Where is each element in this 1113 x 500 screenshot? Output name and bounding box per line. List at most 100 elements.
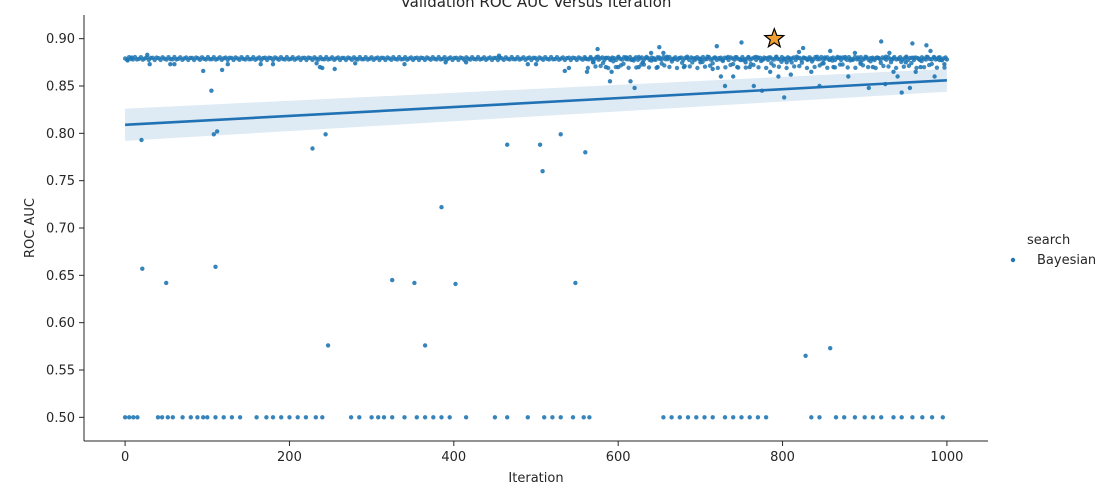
scatter-point <box>463 60 469 65</box>
scatter-point <box>323 132 328 137</box>
scatter-point-band <box>899 59 904 65</box>
scatter-point-band <box>692 56 698 61</box>
scatter-point <box>254 415 259 420</box>
scatter-point <box>147 61 152 67</box>
scatter-point <box>550 415 555 420</box>
legend: search Bayesian <box>1010 233 1096 268</box>
scatter-point-band <box>845 65 850 70</box>
chart-title: Validation ROC AUC Versus Iteration <box>401 0 672 11</box>
scatter-point <box>566 65 572 71</box>
scatter-point <box>698 60 703 65</box>
scatter-point-band <box>881 63 886 69</box>
y-tick-label: 0.80 <box>46 127 75 142</box>
scatter-point <box>879 415 884 420</box>
scatter-point <box>270 415 276 420</box>
scatter-point-band <box>934 65 940 70</box>
scatter-point <box>913 69 918 75</box>
scatter-point-band <box>766 55 771 60</box>
scatter-point <box>431 415 436 420</box>
scatter-point <box>155 415 161 420</box>
scatter-point <box>731 415 736 420</box>
scatter-point <box>866 85 871 91</box>
x-tick-label: 800 <box>770 450 795 465</box>
scatter-point <box>722 415 728 420</box>
scatter-point <box>616 64 621 70</box>
scatter-point <box>505 142 510 147</box>
scatter-point-band <box>781 56 787 61</box>
scatter-point-band <box>651 57 657 62</box>
scatter-point <box>353 61 358 66</box>
scatter-point <box>887 50 892 56</box>
scatter-point <box>570 415 576 420</box>
scatter-point <box>603 64 609 70</box>
scatter-point-band <box>705 54 710 59</box>
scatter-point-band <box>853 65 858 71</box>
scatter-point <box>833 415 839 420</box>
scatter-point <box>165 415 170 420</box>
scatter-point-band <box>814 54 820 59</box>
scatter-point <box>743 60 748 65</box>
x-axis-label: Iteration <box>508 471 563 486</box>
scatter-point-band <box>774 54 779 59</box>
scatter-point <box>390 415 395 420</box>
scatter-point-band <box>687 64 692 69</box>
regression-line <box>125 79 947 127</box>
scatter-point <box>665 55 670 60</box>
scatter-point <box>852 50 858 56</box>
scatter-point <box>533 61 539 67</box>
scatter-point <box>735 64 740 70</box>
scatter-point <box>122 415 128 420</box>
scatter-point-band <box>843 54 848 60</box>
scatter-point <box>910 415 915 420</box>
scatter-point <box>817 415 822 420</box>
scatter-point-band <box>888 60 894 65</box>
scatter-point <box>314 61 319 66</box>
best-point-star-icon <box>763 26 786 49</box>
scatter-point <box>505 415 510 420</box>
scatter-point-band <box>863 54 868 59</box>
scatter-point-band <box>646 65 652 70</box>
scatter-point-band <box>886 64 891 69</box>
scatter-point <box>325 343 331 348</box>
scatter-point <box>439 205 444 210</box>
scatter-point <box>587 415 592 420</box>
x-tick-label: 600 <box>606 450 631 465</box>
scatter-point <box>862 415 867 420</box>
scatter-point-band <box>751 62 756 68</box>
scatter-point-band <box>644 54 649 60</box>
scatter-point-band <box>891 56 896 61</box>
scatter-point <box>188 415 193 420</box>
scatter-point <box>172 61 177 67</box>
y-tick-label: 0.55 <box>46 364 75 379</box>
scatter-point <box>669 415 674 420</box>
scatter-point-band <box>761 57 766 62</box>
scatter-point <box>702 415 707 420</box>
scatter-point <box>940 415 945 420</box>
scatter-point <box>788 72 793 77</box>
scatter-point <box>899 415 904 420</box>
scatter-point <box>831 64 836 70</box>
scatter-point <box>609 69 614 75</box>
scatter-point-band <box>792 64 797 69</box>
scatter-point-band <box>626 65 631 71</box>
scatter-point-band <box>789 60 794 65</box>
scatter-point <box>219 67 225 73</box>
scatter-point <box>453 281 458 287</box>
scatter-point <box>755 55 761 60</box>
scatter-point-band <box>779 59 784 64</box>
scatter-point <box>891 69 896 75</box>
scatter-point <box>718 74 724 79</box>
scatter-point <box>661 50 666 56</box>
scatter-point-band <box>822 55 827 60</box>
scatter-point <box>195 415 200 420</box>
scatter-point-band <box>621 61 626 66</box>
scatter-point <box>422 415 428 420</box>
scatter-point <box>201 68 206 74</box>
scatter-point-band <box>840 62 845 67</box>
scatter-point-band <box>850 57 855 62</box>
scatter-point-band <box>786 56 792 61</box>
scatter-point-band <box>893 65 899 71</box>
scatter-point <box>731 74 736 79</box>
y-axis-label: ROC AUC <box>23 198 38 258</box>
scatter-point-band <box>812 64 817 70</box>
